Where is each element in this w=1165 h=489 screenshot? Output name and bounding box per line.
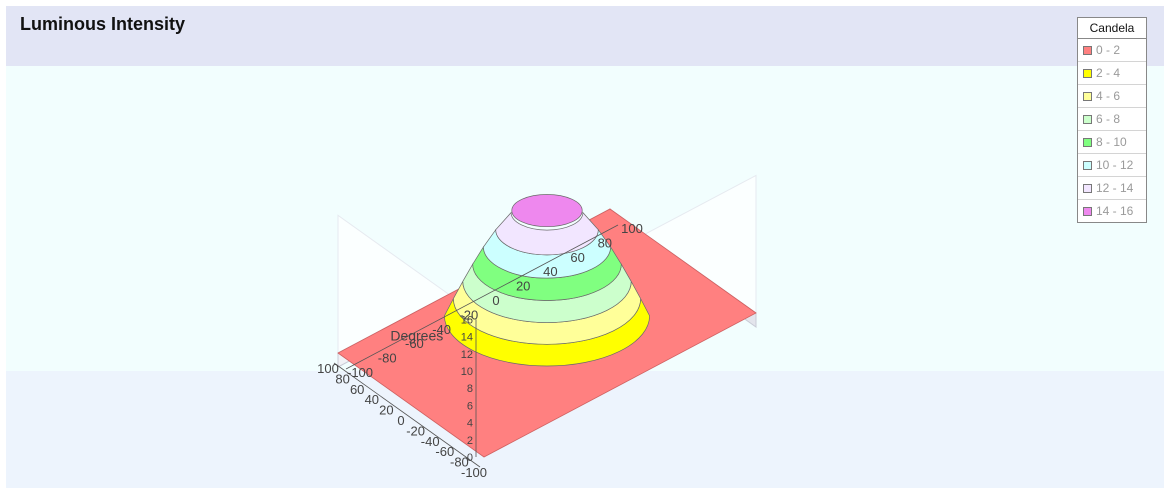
- y-tick-label-5: 0: [492, 293, 499, 308]
- legend-item: 12 - 14: [1078, 177, 1146, 200]
- legend-label: 10 - 12: [1096, 158, 1134, 172]
- x-tick-label-3: -40: [421, 434, 440, 449]
- y-tick-label-3: -40: [432, 322, 451, 337]
- z-tick-label-2: 4: [467, 418, 473, 430]
- legend-item: 6 - 8: [1078, 108, 1146, 131]
- legend-item: 8 - 10: [1078, 131, 1146, 154]
- chart-title: Luminous Intensity: [20, 14, 186, 34]
- legend-swatch: [1083, 160, 1092, 170]
- legend-swatch: [1083, 91, 1092, 101]
- legend-item: 2 - 4: [1078, 62, 1146, 85]
- y-tick-label-2: -60: [405, 336, 424, 351]
- x-tick-label-10: 100: [317, 361, 339, 376]
- legend-label: 0 - 2: [1096, 43, 1121, 57]
- legend-label: 4 - 6: [1096, 89, 1121, 103]
- chart-header: [6, 6, 1164, 66]
- legend-label: 12 - 14: [1096, 181, 1134, 195]
- legend-label: 6 - 8: [1096, 112, 1121, 126]
- legend-label: 8 - 10: [1096, 135, 1127, 149]
- y-tick-label-9: 80: [598, 235, 612, 250]
- y-axis-line: [345, 224, 619, 370]
- x-tick-label-4: -20: [406, 423, 425, 438]
- y-tick-label-6: 20: [516, 279, 530, 294]
- legend-item: 0 - 2: [1078, 39, 1146, 62]
- x-axis-line: [333, 362, 481, 468]
- legend-label: 14 - 16: [1096, 204, 1134, 218]
- legend: Candela 0 - 2 2 - 4 4 - 6 6 - 8 8 - 10 10 - 1…: [1077, 17, 1147, 223]
- x-tick-label-5: 0: [397, 413, 404, 428]
- z-tick-label-0: 0: [467, 452, 473, 464]
- dome-band-12-14: [495, 211, 599, 256]
- legend-label: 2 - 4: [1096, 66, 1121, 80]
- x-tick-label-9: 80: [335, 371, 349, 386]
- y-tick-label-7: 40: [543, 264, 557, 279]
- legend-swatch: [1083, 45, 1092, 55]
- y-tick-label-4: -20: [459, 307, 478, 322]
- y-tick-label-10: 100: [621, 221, 643, 236]
- y-tick-label-8: 60: [570, 250, 584, 265]
- legend-title: Candela: [1078, 18, 1146, 39]
- legend-item: 14 - 16: [1078, 200, 1146, 222]
- x-tick-label-6: 20: [379, 403, 393, 418]
- z-tick-label-6: 12: [461, 349, 473, 361]
- z-tick-label-5: 10: [461, 366, 473, 378]
- dome-band-14-16: [511, 194, 583, 228]
- z-tick-label-8: 16: [461, 314, 473, 326]
- x-tick-label-0: -100: [461, 465, 487, 480]
- legend-swatch: [1083, 183, 1092, 193]
- z-tick-label-3: 6: [467, 400, 473, 412]
- x-tick-label-7: 40: [365, 392, 379, 407]
- legend-swatch: [1083, 137, 1092, 147]
- x-tick-label-1: -80: [450, 455, 469, 470]
- z-tick-label-4: 8: [467, 383, 473, 395]
- chart-area: Luminous Intensity -100 -80 -60 -40 -20 0 20 40…: [6, 6, 1164, 488]
- x-tick-label-2: -60: [435, 444, 454, 459]
- y-tick-label-1: -80: [378, 351, 397, 366]
- dome-surface: [444, 194, 650, 367]
- legend-swatch: [1083, 68, 1092, 78]
- y-tick-label-0: -100: [347, 365, 373, 380]
- legend-swatch: [1083, 114, 1092, 124]
- legend-swatch: [1083, 206, 1092, 216]
- legend-item: 10 - 12: [1078, 154, 1146, 177]
- z-tick-label-1: 2: [467, 435, 473, 447]
- z-tick-label-7: 14: [461, 332, 473, 344]
- x-tick-label-8: 60: [350, 382, 364, 397]
- x-axis-title: Degrees: [390, 327, 443, 343]
- legend-item: 4 - 6: [1078, 85, 1146, 108]
